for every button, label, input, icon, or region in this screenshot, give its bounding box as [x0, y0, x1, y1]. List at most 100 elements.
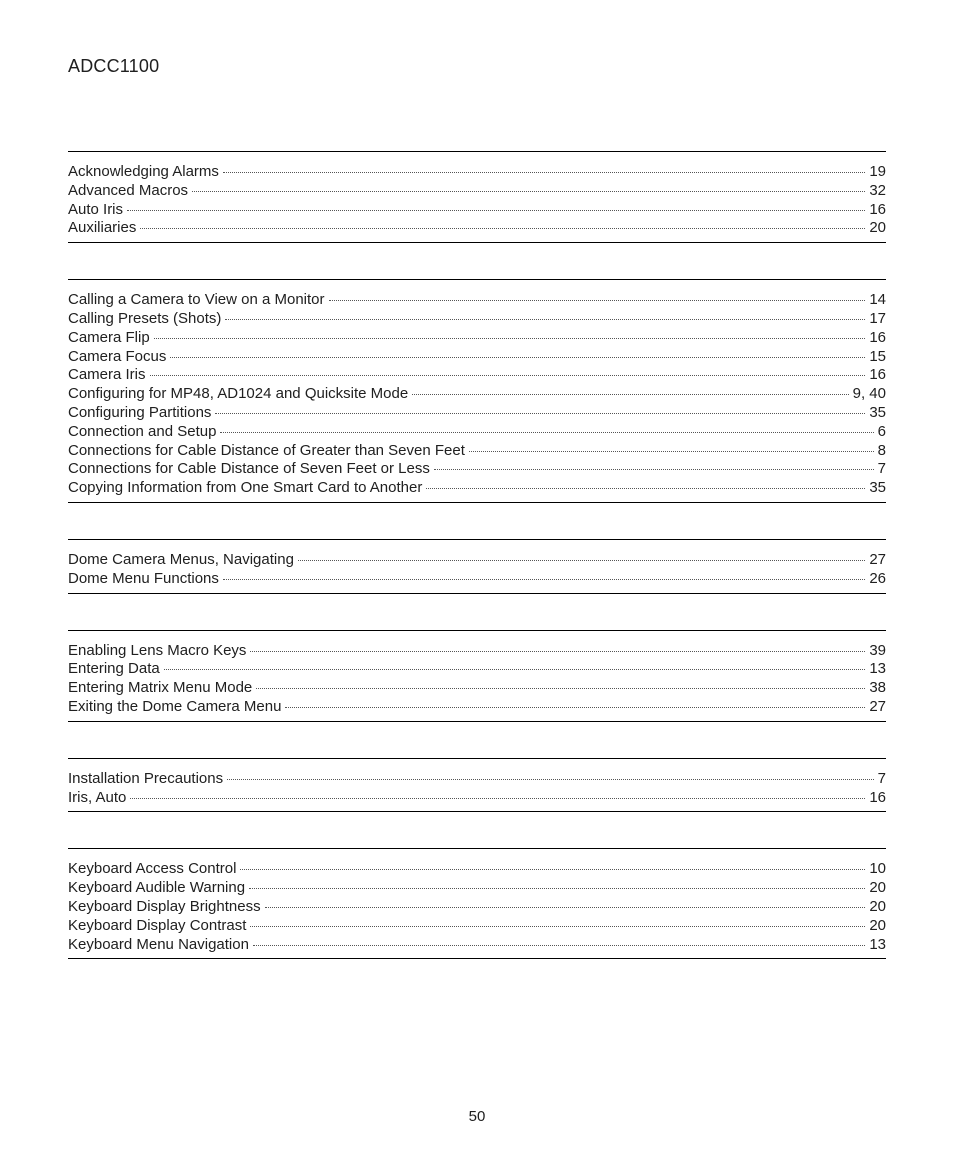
leader-dots [192, 190, 865, 192]
index-entry-page: 19 [869, 163, 886, 181]
index-entry: Calling Presets (Shots) 17 [68, 310, 886, 328]
page-number: 50 [0, 1108, 954, 1125]
index-entry: Camera Flip16 [68, 329, 886, 347]
index-entry: Configuring Partitions35 [68, 404, 886, 422]
index-entry: Advanced Macros 32 [68, 182, 886, 200]
index-entry-title: Acknowledging Alarms [68, 163, 219, 181]
index-entry: Auto Iris16 [68, 201, 886, 219]
index-entry: Configuring for MP48, AD1024 and Quicksi… [68, 385, 886, 403]
index-entry: Auxiliaries 20 [68, 219, 886, 237]
index-entry: Keyboard Display Contrast 20 [68, 917, 886, 935]
leader-dots [130, 797, 865, 799]
leader-dots [412, 393, 848, 395]
leader-dots [265, 906, 866, 908]
leader-dots [220, 431, 873, 433]
index-entry-title: Iris, Auto [68, 789, 126, 807]
index-entry-title: Entering Matrix Menu Mode [68, 679, 252, 697]
index-entry-title: Connections for Cable Distance of Greate… [68, 442, 465, 460]
index-entry: Exiting the Dome Camera Menu 27 [68, 698, 886, 716]
leader-dots [225, 318, 865, 320]
index-entry-page: 16 [869, 366, 886, 384]
index-section: Acknowledging Alarms19Advanced Macros32A… [68, 152, 886, 242]
index-entry-page: 16 [869, 329, 886, 347]
index-entry-title: Keyboard Display Contrast [68, 917, 246, 935]
index-entry: Copying Information from One Smart Card … [68, 479, 886, 497]
index-entry: Keyboard Display Brightness20 [68, 898, 886, 916]
index-section: Dome Camera Menus, Navigating27Dome Menu… [68, 540, 886, 593]
section-divider [68, 593, 886, 594]
leader-dots [223, 171, 865, 173]
index-entry-page: 27 [869, 551, 886, 569]
index-entry-page: 20 [869, 898, 886, 916]
index-entry-page: 17 [869, 310, 886, 328]
index-entry-page: 38 [869, 679, 886, 697]
index-entry-title: Configuring for MP48, AD1024 and Quicksi… [68, 385, 408, 403]
index-entry-page: 26 [869, 570, 886, 588]
index-entry-page: 35 [869, 479, 886, 497]
leader-dots [150, 374, 866, 376]
page: ADCC1100 Acknowledging Alarms19Advanced … [0, 0, 954, 1159]
index-entry-title: Dome Menu Functions [68, 570, 219, 588]
index-entry-page: 27 [869, 698, 886, 716]
index-entry-title: Calling Presets (Shots) [68, 310, 221, 328]
index-entry-page: 7 [878, 770, 886, 788]
index-entry: Dome Camera Menus, Navigating27 [68, 551, 886, 569]
index-entry-page: 20 [869, 917, 886, 935]
leader-dots [250, 925, 865, 927]
index-entry-title: Auxiliaries [68, 219, 136, 237]
page-header-title: ADCC1100 [68, 56, 886, 77]
index-section: Enabling Lens Macro Keys39Entering Data1… [68, 631, 886, 721]
index-entry: Entering Data13 [68, 660, 886, 678]
leader-dots [426, 487, 865, 489]
index-container: Acknowledging Alarms19Advanced Macros32A… [68, 151, 886, 959]
index-entry: Installation Precautions 7 [68, 770, 886, 788]
index-entry-page: 7 [878, 460, 886, 478]
index-entry-title: Advanced Macros [68, 182, 188, 200]
index-entry: Dome Menu Functions 26 [68, 570, 886, 588]
section-divider [68, 502, 886, 503]
index-section: Calling a Camera to View on a Monitor14C… [68, 280, 886, 502]
index-entry-page: 9, 40 [853, 385, 886, 403]
leader-dots [253, 944, 865, 946]
index-entry-title: Keyboard Access Control [68, 860, 236, 878]
index-entry-page: 6 [878, 423, 886, 441]
leader-dots [154, 337, 866, 339]
index-entry: Iris, Auto 16 [68, 789, 886, 807]
index-entry: Keyboard Audible Warning20 [68, 879, 886, 897]
index-entry-title: Connections for Cable Distance of Seven … [68, 460, 430, 478]
index-entry-title: Installation Precautions [68, 770, 223, 788]
leader-dots [256, 687, 865, 689]
leader-dots [249, 887, 865, 889]
leader-dots [164, 668, 866, 670]
index-entry-page: 15 [869, 348, 886, 366]
index-entry-page: 8 [878, 442, 886, 460]
section-divider [68, 721, 886, 722]
leader-dots [240, 868, 865, 870]
section-divider [68, 242, 886, 243]
index-entry-page: 20 [869, 219, 886, 237]
index-entry: Camera Focus 15 [68, 348, 886, 366]
leader-dots [215, 412, 865, 414]
leader-dots [227, 778, 874, 780]
index-entry: Connection and Setup6 [68, 423, 886, 441]
section-divider [68, 958, 886, 959]
leader-dots [329, 299, 866, 301]
index-entry-title: Camera Focus [68, 348, 166, 366]
index-entry-title: Exiting the Dome Camera Menu [68, 698, 281, 716]
index-entry-page: 10 [869, 860, 886, 878]
index-entry: Enabling Lens Macro Keys39 [68, 642, 886, 660]
leader-dots [170, 356, 865, 358]
index-entry: Connections for Cable Distance of Greate… [68, 442, 886, 460]
index-entry-title: Auto Iris [68, 201, 123, 219]
index-entry-page: 32 [869, 182, 886, 200]
index-entry: Entering Matrix Menu Mode 38 [68, 679, 886, 697]
index-entry-page: 16 [869, 789, 886, 807]
index-entry-title: Keyboard Audible Warning [68, 879, 245, 897]
leader-dots [127, 209, 865, 211]
index-entry: Keyboard Menu Navigation13 [68, 936, 886, 954]
index-entry: Keyboard Access Control 10 [68, 860, 886, 878]
index-entry: Calling a Camera to View on a Monitor14 [68, 291, 886, 309]
leader-dots [140, 227, 865, 229]
index-entry: Camera Iris16 [68, 366, 886, 384]
index-entry-page: 13 [869, 936, 886, 954]
